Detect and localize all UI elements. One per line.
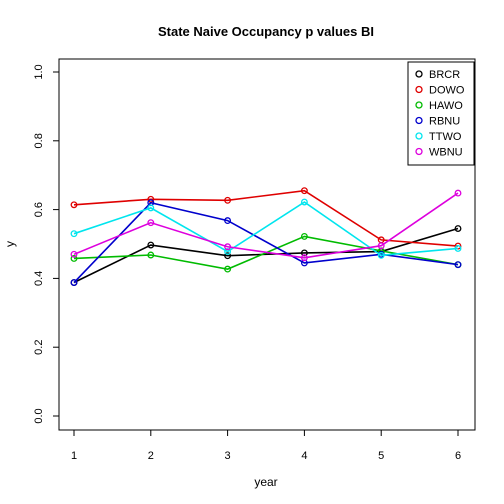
y-tick-label: 0.2 bbox=[33, 340, 45, 355]
legend-item: BRCR bbox=[415, 69, 460, 81]
data-point bbox=[224, 196, 232, 204]
y-tick-label: 0.8 bbox=[33, 133, 45, 148]
y-tick-label: 1.0 bbox=[33, 64, 45, 79]
legend-item: DOWO bbox=[415, 85, 465, 97]
data-point bbox=[70, 254, 78, 262]
data-point bbox=[377, 251, 385, 259]
plot-frame bbox=[58, 58, 476, 431]
data-point bbox=[454, 261, 462, 269]
chart-title: State Naive Occupancy p values BI bbox=[158, 24, 374, 39]
data-point bbox=[300, 249, 308, 257]
x-tick-label: 4 bbox=[301, 450, 307, 462]
data-point bbox=[300, 254, 308, 262]
series-line bbox=[73, 227, 459, 284]
legend-marker-icon bbox=[415, 132, 423, 140]
data-point bbox=[224, 217, 232, 225]
data-point bbox=[224, 265, 232, 273]
data-point bbox=[70, 279, 78, 286]
legend-box bbox=[407, 61, 475, 166]
series-wbnu bbox=[70, 189, 462, 262]
data-point bbox=[70, 201, 78, 209]
series-line bbox=[73, 189, 459, 247]
legend-marker-icon bbox=[415, 147, 423, 156]
series-ttwo bbox=[70, 198, 462, 259]
data-point bbox=[454, 225, 462, 232]
data-point bbox=[454, 189, 462, 197]
x-tick-label: 6 bbox=[455, 450, 461, 462]
data-point bbox=[70, 250, 78, 258]
data-point bbox=[147, 204, 155, 212]
x-tick-label: 2 bbox=[148, 450, 154, 462]
legend-item: WBNU bbox=[415, 147, 463, 159]
legend-marker-icon bbox=[415, 85, 423, 94]
data-point bbox=[224, 248, 232, 256]
y-tick-label: 0.4 bbox=[33, 271, 45, 286]
data-point bbox=[70, 230, 78, 238]
x-tick-label: 5 bbox=[378, 450, 384, 462]
x-axis: 1 2 3 4 5 6 bbox=[71, 430, 461, 462]
legend-label: TTWO bbox=[429, 131, 462, 143]
y-tick-label: 0.6 bbox=[33, 202, 45, 217]
legend-label: WBNU bbox=[429, 147, 463, 159]
x-axis-label: year bbox=[254, 475, 277, 489]
legend-label: DOWO bbox=[429, 85, 465, 97]
data-point bbox=[300, 232, 308, 240]
legend-marker-icon bbox=[415, 70, 423, 78]
series-layer bbox=[70, 187, 462, 286]
x-tick-label: 1 bbox=[71, 450, 77, 462]
legend-item: RBNU bbox=[415, 116, 460, 128]
legend-marker-icon bbox=[415, 101, 423, 109]
legend-label: HAWO bbox=[429, 100, 463, 112]
legend: BRCR DOWO HAWO RBNU TTWO WBNU bbox=[407, 61, 475, 166]
data-point bbox=[377, 242, 385, 250]
data-point bbox=[147, 251, 155, 259]
series-line bbox=[73, 192, 459, 259]
y-tick-label: 0.0 bbox=[33, 408, 45, 423]
data-point bbox=[224, 252, 232, 260]
data-point bbox=[224, 243, 232, 251]
data-point bbox=[300, 198, 308, 206]
x-tick-label: 3 bbox=[225, 450, 231, 462]
legend-label: BRCR bbox=[429, 69, 460, 81]
series-line bbox=[73, 201, 459, 284]
y-axis: 0.0 0.2 0.4 0.6 0.8 1.0 bbox=[33, 64, 59, 424]
data-point bbox=[147, 219, 155, 227]
data-point bbox=[147, 241, 155, 249]
series-line bbox=[73, 201, 459, 257]
data-point bbox=[454, 245, 462, 252]
legend-item: HAWO bbox=[415, 100, 463, 112]
legend-item: TTWO bbox=[415, 131, 462, 143]
y-axis-label: y bbox=[3, 241, 17, 247]
legend-label: RBNU bbox=[429, 116, 460, 128]
data-point bbox=[300, 187, 308, 195]
legend-marker-icon bbox=[415, 116, 423, 125]
